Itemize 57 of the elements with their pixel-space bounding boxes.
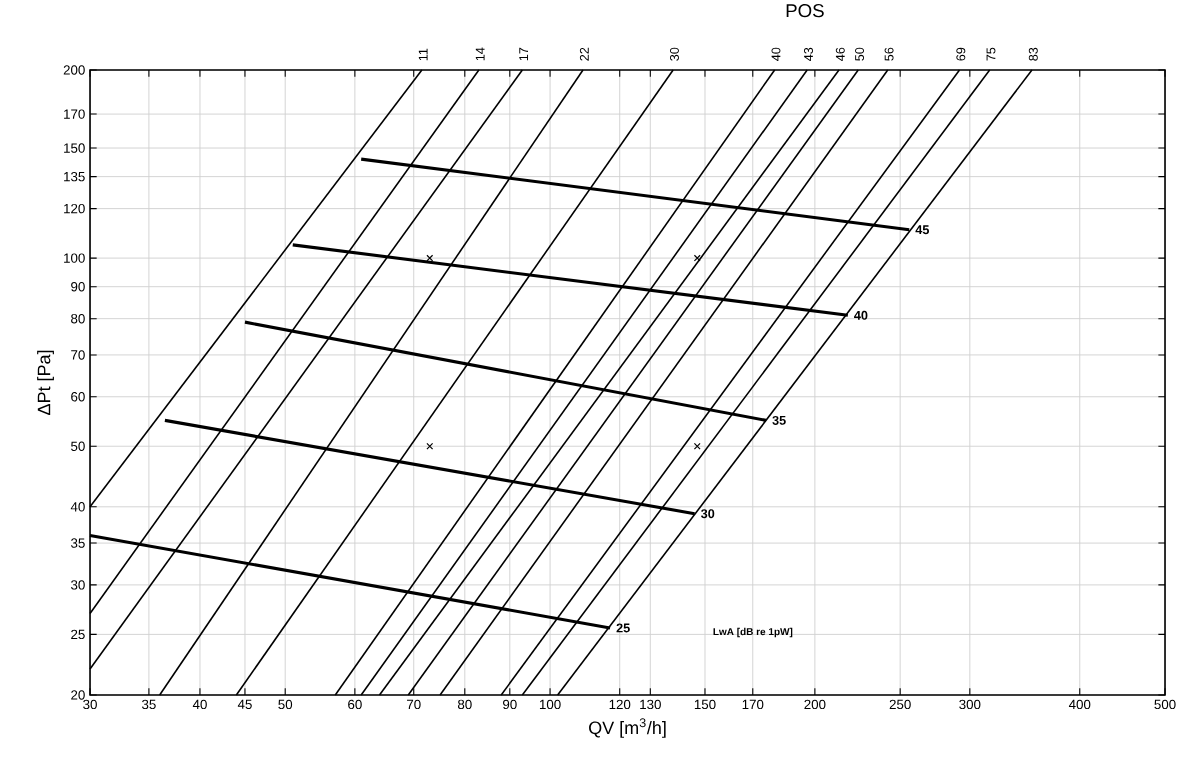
- text: 14: [475, 47, 485, 61]
- y-tick-label: 100: [64, 253, 85, 263]
- x-tick-label: 30: [83, 699, 97, 710]
- text: 56: [884, 47, 894, 61]
- x-tick-label: 90: [503, 699, 517, 710]
- y-tick-label: 135: [64, 171, 85, 182]
- series-label: 40: [854, 310, 868, 320]
- series-label: 25: [616, 623, 630, 633]
- y-tick-label: 20: [71, 690, 85, 700]
- x-tick-label: 80: [457, 699, 472, 710]
- annotation: LwA [dB re 1pW]: [713, 627, 793, 638]
- text: POS: [786, 4, 824, 18]
- text: 46: [835, 47, 845, 61]
- x-tick-label: 400: [1068, 699, 1091, 710]
- y-tick-label: 50: [71, 441, 85, 451]
- y-tick-label: 25: [71, 629, 85, 640]
- text: 17: [519, 47, 529, 61]
- series-label: 30: [700, 509, 715, 519]
- y-tick-label: 60: [71, 392, 85, 402]
- text: 50: [855, 47, 865, 61]
- text: 22: [579, 47, 589, 61]
- x-tick-label: 45: [237, 699, 252, 709]
- x-tick-label: 35: [141, 699, 156, 710]
- x-tick-label: 300: [959, 699, 981, 710]
- x-tick-label: 150: [694, 699, 716, 710]
- y-tick-label: 30: [70, 580, 85, 590]
- y-tick-label: 70: [71, 350, 85, 360]
- y-tick-label: 120: [64, 203, 85, 214]
- y-tick-label: 200: [63, 65, 85, 75]
- text: 69: [956, 47, 966, 61]
- x-axis-title: QV [m$^{3}$/h]: [589, 718, 666, 738]
- x-tick-label: 40: [192, 699, 207, 710]
- series-label: 45: [915, 225, 930, 235]
- y-axis-title: ΔPt [Pa]: [37, 350, 54, 415]
- x-tick-label: 200: [804, 699, 826, 710]
- x-tick-label: 50: [278, 699, 293, 710]
- y-tick-label: 170: [64, 109, 85, 119]
- x-tick-label: 500: [1154, 699, 1176, 710]
- text: 30: [669, 47, 679, 61]
- text: 75: [986, 47, 996, 61]
- x-tick-label: 70: [407, 699, 421, 710]
- x-tick-label: 100: [539, 699, 561, 710]
- y-tick-label: 80: [71, 313, 85, 324]
- x-tick-label: 120: [609, 699, 631, 710]
- series-label: 35: [772, 415, 786, 425]
- y-tick-label: 40: [70, 502, 85, 512]
- x-tick-label: 60: [348, 699, 362, 710]
- text: 11: [418, 48, 428, 61]
- text: 43: [804, 47, 813, 61]
- x-tick-label: 130: [640, 699, 661, 710]
- y-tick-label: 35: [70, 538, 85, 548]
- x-tick-label: 170: [742, 699, 764, 710]
- text: 83: [1028, 47, 1038, 61]
- x-tick-label: 250: [889, 699, 911, 710]
- text: 40: [771, 47, 781, 61]
- y-tick-label: 90: [71, 281, 85, 292]
- y-tick-label: 150: [64, 143, 85, 153]
